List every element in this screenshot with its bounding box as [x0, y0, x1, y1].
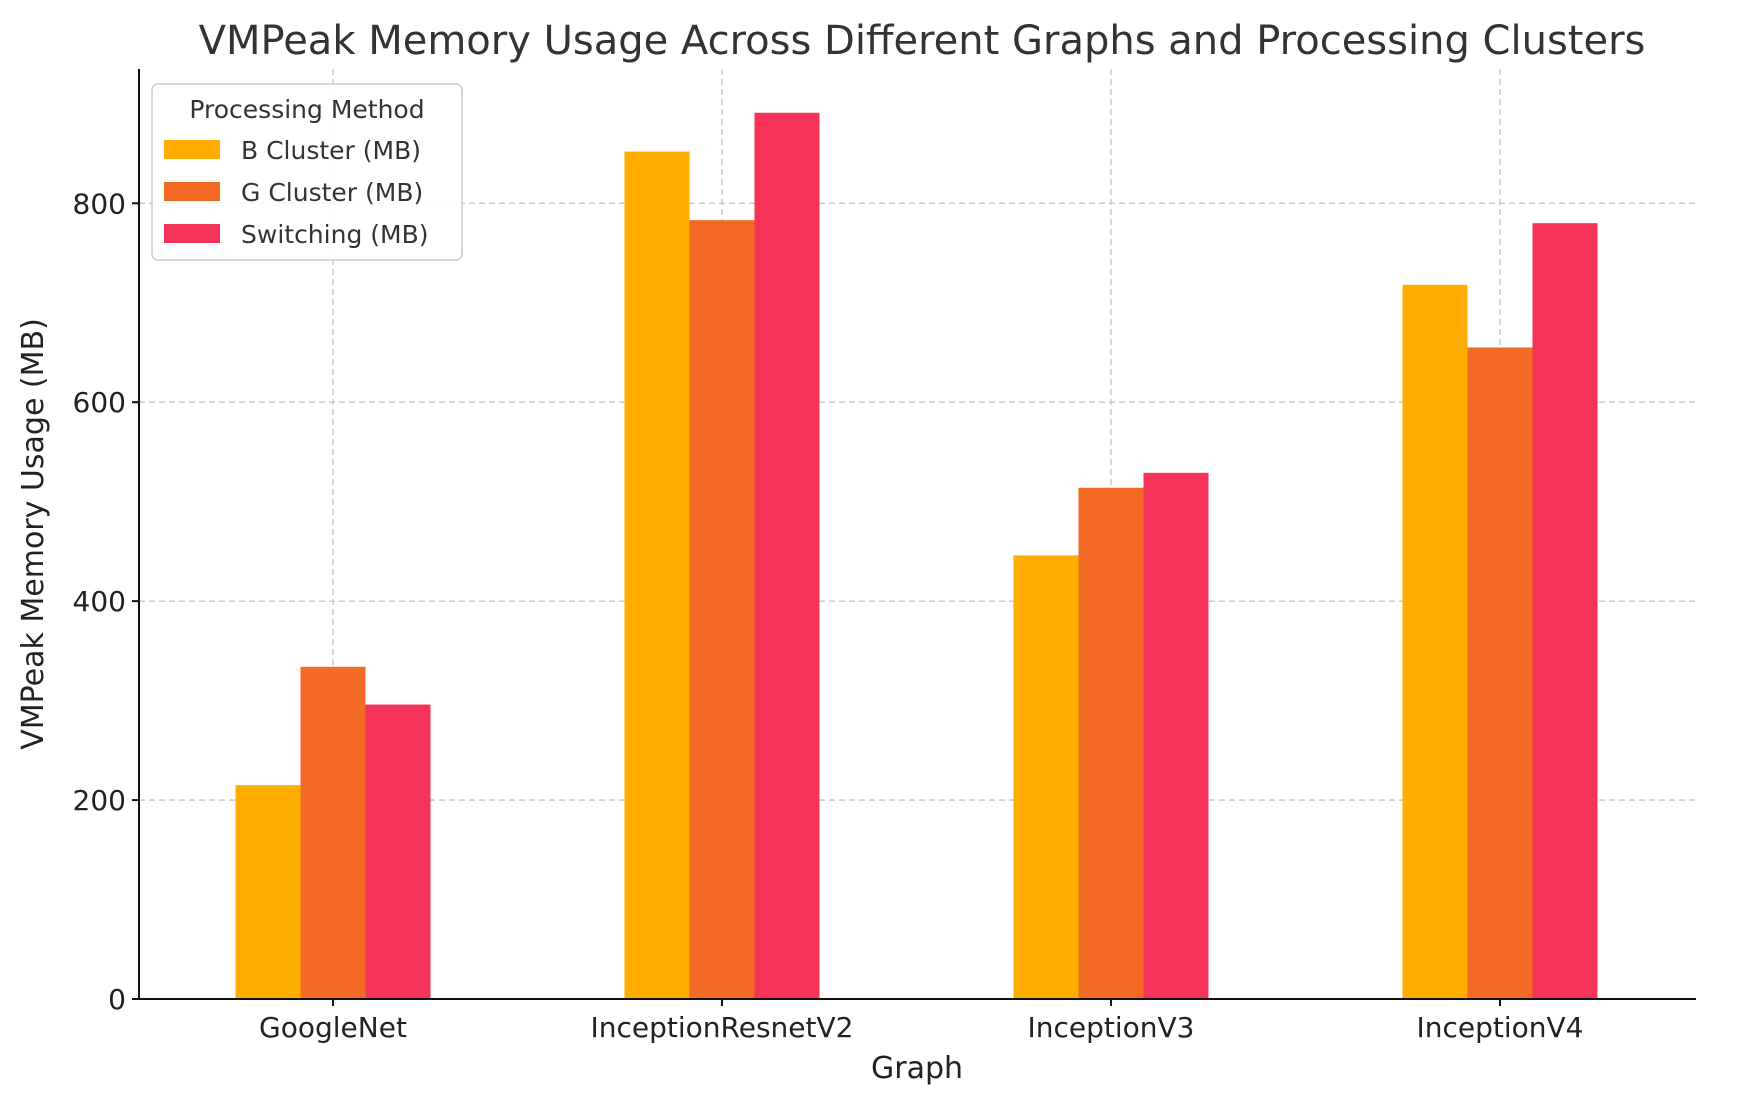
- y-tick-label: 400: [73, 585, 126, 618]
- bar-g-cluster-mb-inceptionresnetv2: [689, 220, 755, 1000]
- y-tick-label: 800: [73, 187, 126, 220]
- bar-g-cluster-mb-inceptionv3: [1078, 487, 1144, 999]
- legend-label-switching-mb: Switching (MB): [241, 220, 429, 249]
- legend-swatch-b-cluster-mb: [164, 140, 220, 159]
- x-tick-label-inceptionv3: InceptionV3: [1027, 1011, 1194, 1044]
- legend-box: [151, 83, 463, 261]
- bar-b-cluster-mb-inceptionresnetv2: [624, 151, 690, 999]
- bars: [235, 112, 1598, 1000]
- legend-swatch-g-cluster-mb: [164, 182, 220, 201]
- y-tick-label: 0: [108, 983, 126, 1016]
- legend-swatch-switching-mb: [164, 224, 220, 243]
- legend-entries: B Cluster (MB) G Cluster (MB) Switching (M…: [164, 136, 429, 249]
- bar-b-cluster-mb-inceptionv4: [1402, 284, 1468, 999]
- bar-b-cluster-mb-googlenet: [235, 785, 301, 999]
- y-tick-label: 600: [73, 386, 126, 419]
- axes: [138, 69, 1696, 1000]
- legend-label-g-cluster-mb: G Cluster (MB): [241, 178, 423, 207]
- bar-g-cluster-mb-googlenet: [300, 666, 366, 999]
- x-tick-label-googlenet: GoogleNet: [259, 1011, 407, 1044]
- y-axis-label: VMPeak Memory Usage (MB): [16, 318, 51, 750]
- legend-title: Processing Method: [189, 95, 424, 124]
- bar-g-cluster-mb-inceptionv4: [1467, 347, 1533, 999]
- bar-switching-mb-inceptionresnetv2: [754, 112, 820, 999]
- x-axis-label: Graph: [871, 1051, 963, 1086]
- x-tick-label-inceptionresnetv2: InceptionResnetV2: [591, 1011, 854, 1044]
- chart-title: VMPeak Memory Usage Across Different Gra…: [199, 18, 1646, 64]
- bar-switching-mb-inceptionv4: [1532, 223, 1598, 999]
- legend: Processing Method B Cluster (MB) G Cluste…: [151, 83, 463, 261]
- x-tick-label-inceptionv4: InceptionV4: [1416, 1011, 1583, 1044]
- bar-switching-mb-googlenet: [365, 704, 431, 999]
- ticks: 0 200 400 600 800 GoogleNet InceptionResnetV2 I…: [73, 187, 1584, 1044]
- y-tick-label: 200: [73, 784, 126, 817]
- legend-label-b-cluster-mb: B Cluster (MB): [241, 136, 421, 165]
- bar-b-cluster-mb-inceptionv3: [1013, 555, 1079, 999]
- bar-switching-mb-inceptionv3: [1143, 472, 1209, 1000]
